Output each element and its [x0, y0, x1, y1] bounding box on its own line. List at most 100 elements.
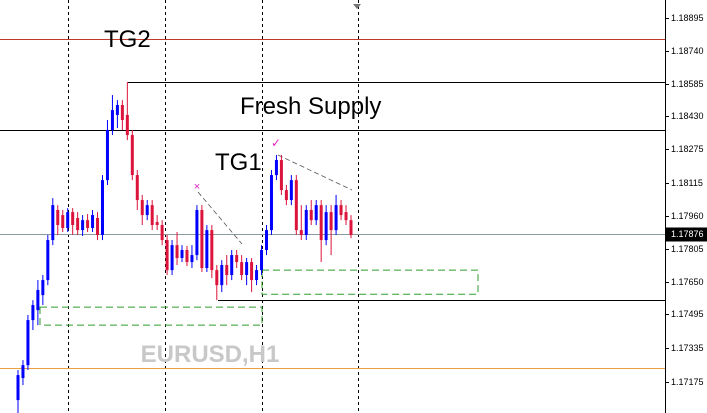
current-price-label: 1.17876 — [671, 229, 704, 239]
candle-body — [76, 218, 80, 231]
y-tick-label: 1.17175 — [671, 377, 704, 387]
zone — [39, 306, 263, 326]
trend-line — [277, 154, 353, 191]
annotation: TG2 — [104, 26, 151, 53]
candles — [16, 81, 353, 413]
candle-body — [135, 175, 139, 201]
annotation: Fresh Supply — [240, 93, 381, 120]
candle-body — [205, 230, 209, 268]
candle-body — [269, 175, 273, 231]
candle-body — [230, 255, 234, 275]
candle-body — [344, 212, 348, 221]
candle-body — [46, 240, 50, 281]
y-tick-label: 1.18430 — [671, 111, 704, 121]
shift-marker — [353, 4, 361, 9]
candle-body — [304, 209, 308, 235]
candle-body — [115, 104, 119, 115]
candle-body — [319, 205, 323, 241]
candle-body — [21, 365, 25, 379]
candle-body — [150, 205, 154, 226]
candle-body — [289, 180, 293, 201]
candle-body — [349, 220, 353, 235]
candle-body — [185, 250, 189, 263]
candle-body — [240, 262, 244, 275]
current-price-badge — [666, 227, 707, 242]
candle-body — [175, 245, 179, 259]
zones — [39, 269, 479, 326]
y-tick-label: 1.17805 — [671, 244, 704, 254]
cross-marker: × — [194, 181, 200, 193]
y-tick-label: 1.18740 — [671, 46, 704, 56]
candle-body — [155, 222, 159, 226]
trend-lines — [197, 154, 353, 245]
candle-body — [86, 220, 90, 228]
candle-body — [260, 250, 264, 271]
candle-body — [51, 205, 55, 241]
candle-body — [180, 250, 184, 259]
candle-body — [16, 375, 20, 401]
candle-body — [56, 209, 60, 226]
candle-body — [190, 255, 194, 263]
y-tick-label: 1.18275 — [671, 144, 704, 154]
candle-body — [294, 180, 298, 231]
candle-body — [66, 212, 70, 228]
candle-body — [235, 255, 239, 263]
y-tick-label: 1.18895 — [671, 13, 704, 23]
price-axis-bg — [665, 0, 707, 413]
candle-body — [195, 209, 199, 256]
candle-body — [125, 114, 129, 136]
candle-body — [110, 110, 114, 130]
candle-body — [334, 205, 338, 231]
candle-body — [170, 245, 174, 271]
price-axis: 1.18895 1.18740 1.18585 1.18430 1.18275 1.181… — [665, 13, 707, 387]
candle-body — [120, 104, 124, 121]
candle-body — [31, 305, 35, 321]
candle-body — [309, 209, 313, 221]
candle-body — [284, 190, 288, 201]
candle-body — [314, 205, 318, 221]
candle-body — [41, 280, 45, 296]
candle-body — [225, 265, 229, 275]
trend-line — [197, 191, 243, 245]
candle-body — [215, 270, 219, 286]
y-tick-label: 1.17960 — [671, 211, 704, 221]
candle-body — [299, 230, 303, 235]
candle-body — [160, 225, 164, 241]
y-tick-label: 1.18585 — [671, 79, 704, 89]
candle-body — [265, 230, 268, 251]
candle-body — [130, 135, 134, 176]
candle-body — [245, 262, 249, 275]
check-marker: ✓ — [271, 136, 281, 150]
candle-body — [105, 129, 109, 181]
candle-body — [81, 220, 85, 231]
candle-body — [255, 270, 259, 281]
candle-body — [100, 180, 104, 235]
candle-body — [36, 290, 40, 311]
candle-body — [210, 230, 214, 271]
candle-body — [91, 215, 95, 228]
candle-body — [250, 262, 254, 281]
candle-body — [324, 212, 328, 241]
candle-body — [274, 160, 278, 176]
candle-body — [339, 205, 343, 216]
zone — [261, 269, 479, 295]
candle-body — [96, 218, 100, 235]
candle-body — [200, 209, 204, 268]
candle-body — [329, 212, 333, 231]
annotation: TG1 — [215, 149, 262, 176]
y-tick-label: 1.18115 — [671, 178, 703, 188]
y-tick-label: 1.17335 — [671, 343, 704, 353]
candle-body — [26, 320, 30, 366]
y-tick-label: 1.17495 — [671, 309, 704, 319]
candle-body — [145, 205, 149, 216]
candle-body — [279, 160, 283, 191]
candle-body — [61, 215, 65, 228]
candle-body — [71, 212, 75, 226]
candle-body — [220, 265, 224, 286]
levels — [0, 39, 665, 369]
candle-body — [140, 200, 144, 216]
period-separators — [68, 0, 359, 413]
